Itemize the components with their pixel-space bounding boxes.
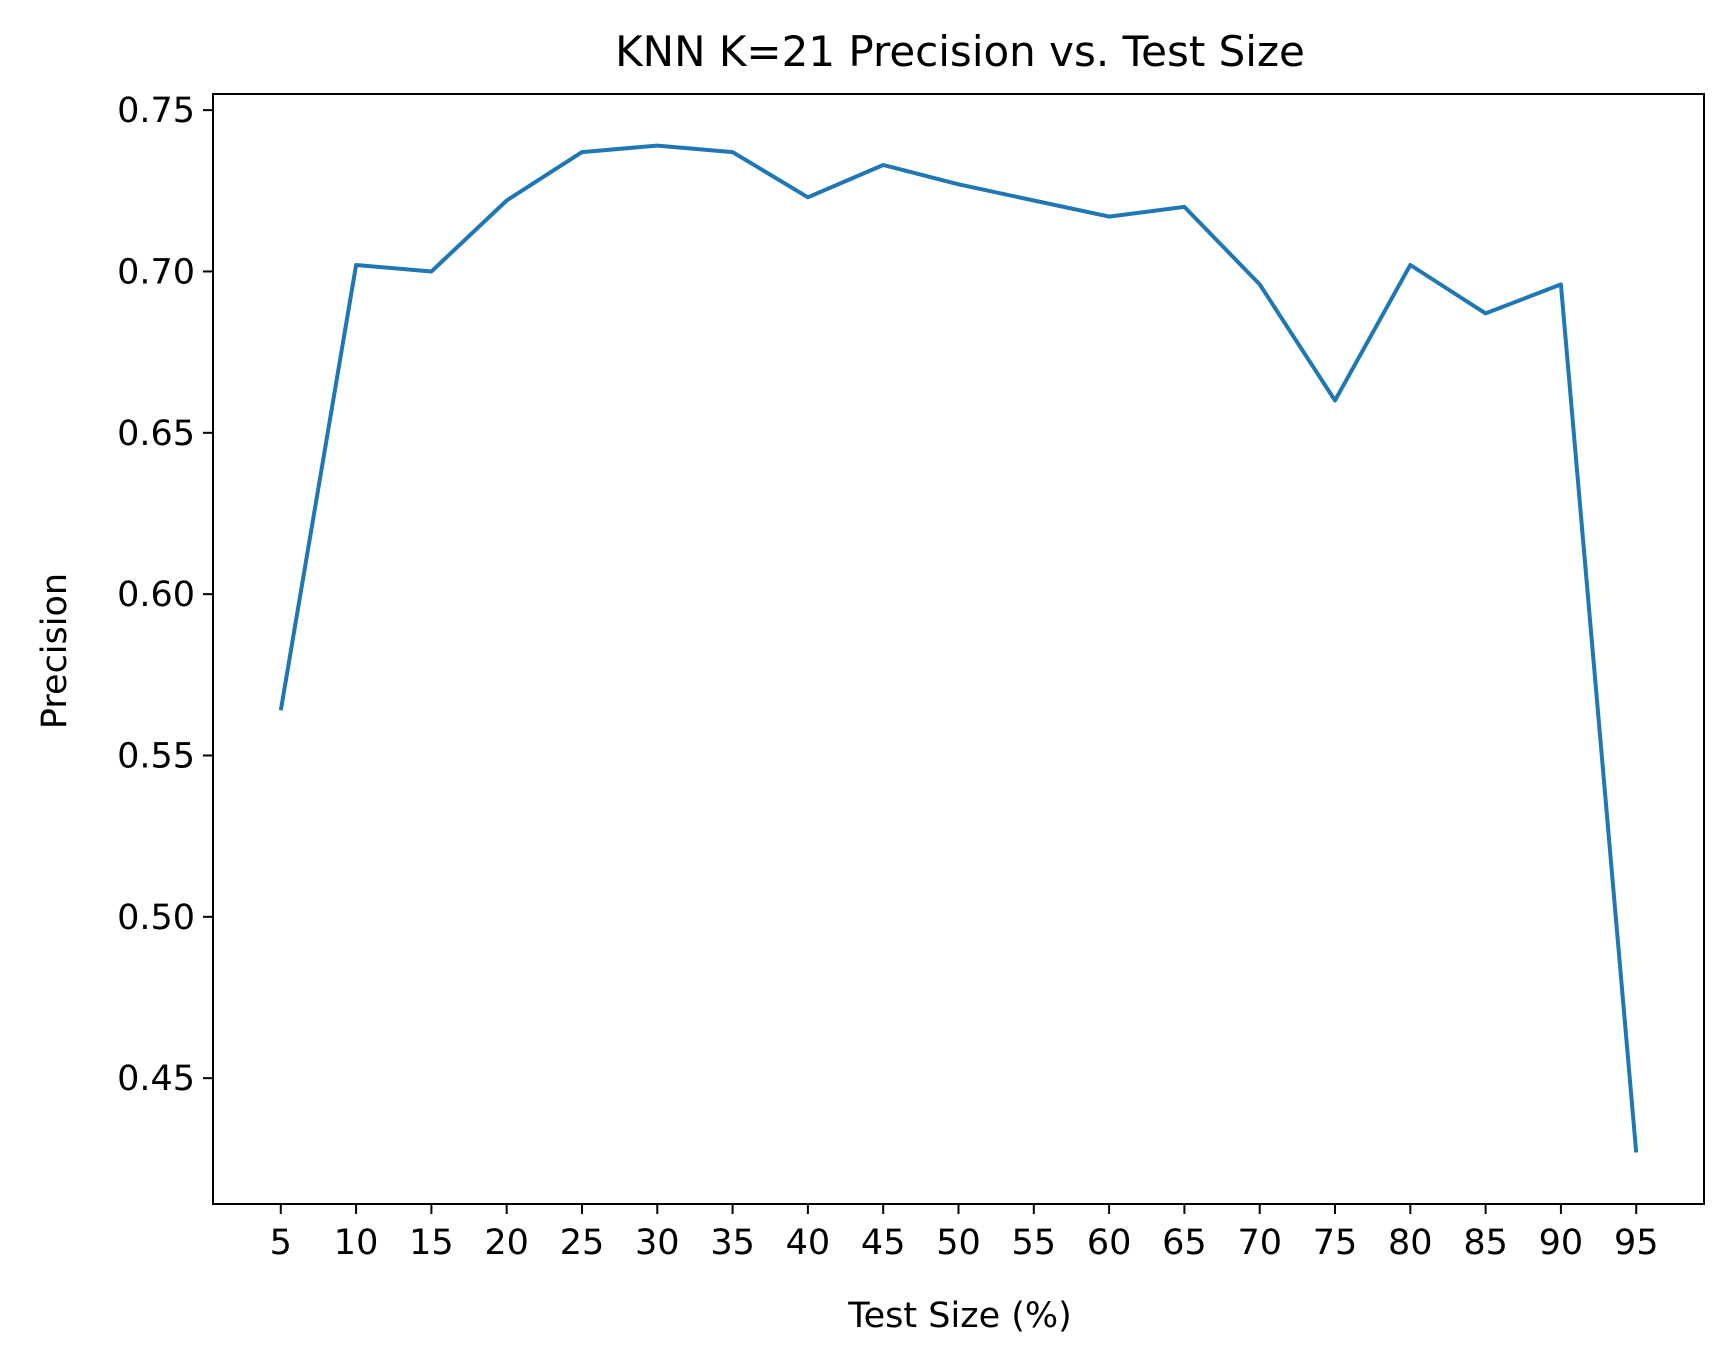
data-point <box>806 195 810 199</box>
data-point <box>731 150 735 154</box>
x-tick-label: 35 <box>710 1223 755 1263</box>
data-point <box>1032 198 1036 202</box>
x-tick-label: 40 <box>786 1223 831 1263</box>
x-tick-label: 65 <box>1162 1223 1207 1263</box>
x-tick-label: 30 <box>635 1223 680 1263</box>
x-tick-label: 25 <box>560 1223 605 1263</box>
y-tick-label: 0.60 <box>117 575 195 615</box>
x-tick-label: 50 <box>936 1223 981 1263</box>
data-point <box>1182 205 1186 209</box>
data-point <box>1107 215 1111 219</box>
y-tick-label: 0.55 <box>117 736 195 776</box>
data-point <box>1634 1150 1638 1154</box>
y-tick-label: 0.65 <box>117 414 195 454</box>
y-tick-label: 0.50 <box>117 898 195 938</box>
plot-area: 5 10 15 20 25 30 35 40 45 50 55 60 65 70 75 80 85 90 95 0.4… <box>117 91 1705 1263</box>
x-axis-label: Test Size (%) <box>847 1296 1072 1336</box>
data-point <box>580 150 584 154</box>
data-point <box>1408 263 1412 267</box>
data-point <box>1333 399 1337 403</box>
data-point <box>279 708 283 712</box>
y-tick-label: 0.70 <box>117 252 195 292</box>
chart-title: KNN K=21 Precision vs. Test Size <box>615 27 1305 76</box>
x-tick-label: 45 <box>861 1223 906 1263</box>
data-point <box>957 182 961 186</box>
x-tick-label: 5 <box>270 1223 292 1263</box>
y-tick-label: 0.75 <box>117 91 195 131</box>
data-point <box>1559 282 1563 286</box>
x-tick-label: 95 <box>1614 1223 1659 1263</box>
x-tick-label: 55 <box>1012 1223 1057 1263</box>
y-tick-label: 0.45 <box>117 1059 195 1099</box>
x-tick-label: 80 <box>1388 1223 1433 1263</box>
data-point <box>1258 282 1262 286</box>
x-tick-label: 60 <box>1087 1223 1132 1263</box>
data-point <box>655 144 659 148</box>
data-point <box>1484 311 1488 315</box>
y-axis-label: Precision <box>35 573 75 729</box>
data-point <box>505 198 509 202</box>
data-point <box>881 163 885 167</box>
x-tick-label: 90 <box>1539 1223 1584 1263</box>
x-tick-label: 10 <box>334 1223 379 1263</box>
x-tick-label: 15 <box>409 1223 454 1263</box>
x-tick-label: 70 <box>1237 1223 1282 1263</box>
data-point <box>354 263 358 267</box>
series-line <box>278 143 1639 1153</box>
x-tick-label: 75 <box>1313 1223 1358 1263</box>
x-tick-label: 20 <box>484 1223 529 1263</box>
data-point <box>429 269 433 273</box>
x-tick-label: 85 <box>1463 1223 1508 1263</box>
